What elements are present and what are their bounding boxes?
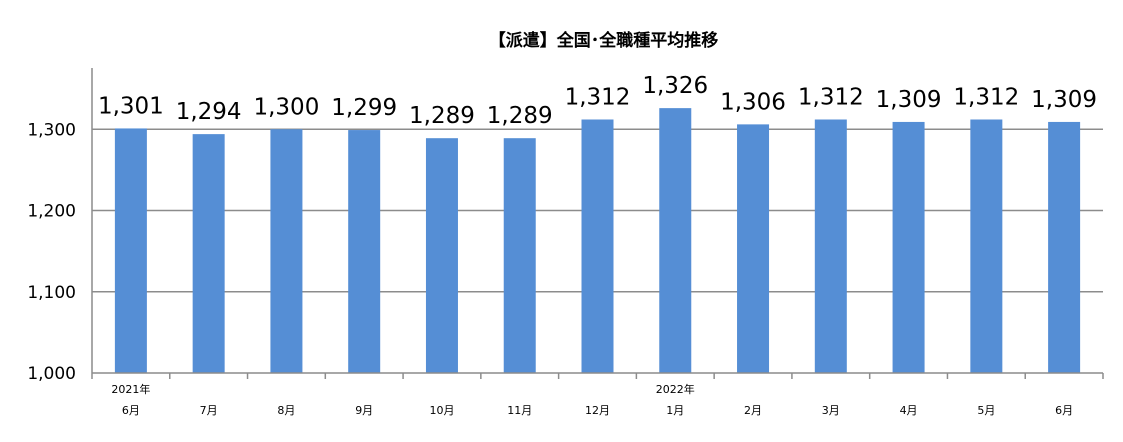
data-label: 1,300 xyxy=(253,94,319,120)
x-tick-label-month: 1月 xyxy=(666,404,684,417)
data-label: 1,289 xyxy=(487,103,553,129)
y-tick-label: 1,300 xyxy=(27,120,76,140)
x-tick-label-month: 5月 xyxy=(977,404,995,417)
data-label: 1,309 xyxy=(1031,87,1097,113)
data-label: 1,309 xyxy=(876,87,942,113)
data-label: 1,312 xyxy=(565,85,631,111)
x-tick-label-month: 11月 xyxy=(507,404,532,417)
x-tick-label-month: 10月 xyxy=(429,404,454,417)
bar xyxy=(503,138,536,373)
x-tick-label-year: 2022年 xyxy=(656,382,695,396)
x-tick-label-month: 6月 xyxy=(122,404,140,417)
bar xyxy=(814,119,847,373)
bar xyxy=(348,130,381,373)
data-label: 1,312 xyxy=(798,85,864,111)
x-tick-label-month: 8月 xyxy=(277,404,295,417)
bar xyxy=(659,108,692,373)
x-tick-label-year: 2021年 xyxy=(111,382,150,396)
x-tick-label-month: 4月 xyxy=(900,404,918,417)
data-label: 1,294 xyxy=(176,99,242,125)
bar xyxy=(892,121,925,373)
x-tick-label-month: 12月 xyxy=(585,404,610,417)
x-tick-label-month: 6月 xyxy=(1055,404,1073,417)
data-label: 1,301 xyxy=(98,93,164,119)
x-tick-label-month: 2月 xyxy=(744,404,762,417)
x-tick-label-month: 7月 xyxy=(200,404,218,417)
bar xyxy=(1048,121,1081,373)
y-tick-label: 1,100 xyxy=(27,283,76,303)
bar xyxy=(192,134,225,373)
y-tick-label: 1,200 xyxy=(27,202,76,222)
bar xyxy=(737,124,770,373)
data-label: 1,299 xyxy=(331,95,397,121)
bar xyxy=(970,119,1003,373)
y-tick-label: 1,000 xyxy=(27,364,76,384)
bar xyxy=(425,138,458,373)
bar xyxy=(270,129,303,373)
bar xyxy=(114,128,147,373)
data-label: 1,306 xyxy=(720,89,786,115)
x-tick-label-month: 3月 xyxy=(822,404,840,417)
data-label: 1,289 xyxy=(409,103,475,129)
x-tick-label-month: 9月 xyxy=(355,404,373,417)
bar xyxy=(581,119,614,373)
data-label: 1,312 xyxy=(953,85,1019,111)
data-label: 1,326 xyxy=(642,73,708,99)
chart-title: 【派遣】全国･全職種平均推移 xyxy=(488,31,719,51)
